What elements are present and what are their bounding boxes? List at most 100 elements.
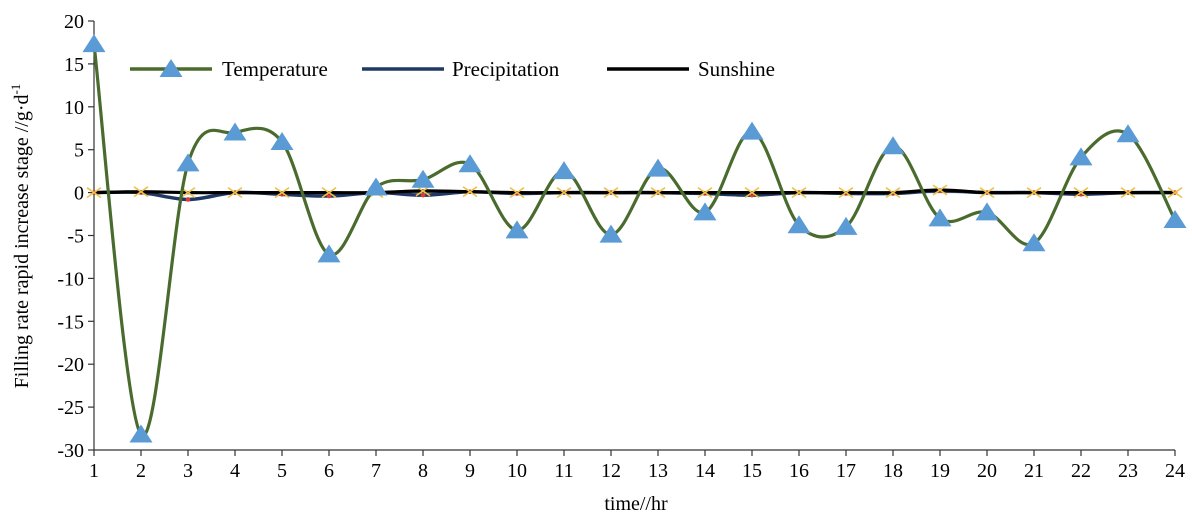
- data-point: [86, 187, 102, 199]
- data-point: [697, 187, 713, 199]
- legend-label: Sunshine: [698, 57, 775, 81]
- data-point: [979, 187, 995, 199]
- y-tick-label: 5: [74, 140, 84, 162]
- y-tick-label: -10: [57, 268, 84, 290]
- data-point: [1163, 210, 1187, 229]
- x-tick-label: 1: [89, 460, 99, 482]
- legend-item-temperature: Temperature: [130, 57, 328, 81]
- data-point: [744, 187, 760, 199]
- series-line: [92, 43, 1177, 438]
- series-line: [93, 188, 1175, 195]
- series-layer: [82, 34, 1187, 443]
- y-tick-label: 15: [64, 54, 84, 76]
- x-marker-stroke: [180, 187, 196, 199]
- y-tick-label: -25: [57, 397, 84, 419]
- legend-item-sunshine: Sunshine: [607, 57, 775, 81]
- data-point: [599, 224, 623, 243]
- x-tick-label: 23: [1118, 460, 1138, 482]
- x-marker-stroke: [603, 187, 619, 199]
- series-sunshine: [86, 184, 1183, 199]
- data-point: [693, 202, 717, 221]
- data-point: [552, 161, 576, 180]
- x-tick-label: 7: [371, 460, 381, 482]
- x-marker-stroke: [1073, 187, 1089, 199]
- data-point: [1073, 187, 1089, 199]
- x-marker-stroke: [462, 186, 478, 198]
- data-point: [420, 192, 426, 198]
- data-point: [1167, 187, 1183, 199]
- data-point: [505, 220, 529, 239]
- x-tick-label: 10: [507, 460, 527, 482]
- data-point: [1120, 187, 1136, 199]
- x-marker-stroke: [1120, 187, 1136, 199]
- y-tick-label: -5: [67, 226, 84, 248]
- x-marker-stroke: [321, 187, 337, 199]
- legend-label: Temperature: [222, 57, 328, 81]
- x-tick-label: 19: [930, 460, 950, 482]
- data-point: [1026, 187, 1042, 199]
- x-tick-label: 17: [836, 460, 856, 482]
- data-point: [928, 208, 952, 227]
- x-tick-label: 15: [742, 460, 762, 482]
- x-tick-label: 3: [183, 460, 193, 482]
- x-marker-stroke: [650, 187, 666, 199]
- legend: Temperature Precipitation Sunshine: [130, 57, 775, 81]
- y-tick-label: 0: [74, 183, 84, 205]
- x-marker-stroke: [932, 184, 948, 196]
- x-marker-stroke: [791, 187, 807, 199]
- data-point: [274, 187, 290, 199]
- x-tick-label: 13: [648, 460, 668, 482]
- x-tick-label: 18: [883, 460, 903, 482]
- data-point: [227, 187, 243, 199]
- data-point: [509, 187, 525, 199]
- y-axis-label: Filling rate rapid increase stage //g·d-…: [8, 84, 33, 389]
- data-point: [321, 187, 337, 199]
- data-point: [881, 136, 905, 155]
- data-point: [1069, 147, 1093, 166]
- x-tick-label: 6: [324, 460, 334, 482]
- data-point: [740, 121, 764, 140]
- data-point: [646, 158, 670, 177]
- data-point: [129, 424, 153, 443]
- x-marker-stroke: [556, 187, 572, 199]
- data-point: [317, 244, 341, 263]
- data-point: [1116, 124, 1140, 143]
- data-point: [364, 177, 388, 196]
- data-point: [791, 187, 807, 199]
- data-point: [270, 131, 294, 150]
- x-tick-label: 4: [230, 460, 240, 482]
- data-point: [603, 187, 619, 199]
- data-point: [411, 169, 435, 188]
- x-tick-label: 12: [601, 460, 621, 482]
- y-tick-label: 20: [64, 11, 84, 33]
- data-point: [834, 216, 858, 235]
- x-axis-label: time//hr: [604, 493, 668, 515]
- x-tick-label: 20: [977, 460, 997, 482]
- data-point: [326, 193, 332, 199]
- x-marker-stroke: [133, 186, 149, 198]
- legend-item-precipitation: Precipitation: [362, 57, 560, 81]
- y-tick-label: 10: [64, 97, 84, 119]
- legend-marker: [159, 59, 183, 77]
- y-tick-label: -15: [57, 311, 84, 333]
- data-point: [838, 187, 854, 199]
- data-point: [185, 197, 191, 202]
- data-point: [176, 153, 200, 172]
- x-tick-label: 22: [1071, 460, 1091, 482]
- x-tick-label: 21: [1024, 460, 1044, 482]
- data-point: [223, 122, 247, 141]
- data-point: [1022, 233, 1046, 252]
- data-point: [885, 187, 901, 199]
- x-marker-stroke: [979, 187, 995, 199]
- x-tick-label: 16: [789, 460, 809, 482]
- y-axis-label-superscript: -1: [8, 84, 23, 95]
- data-point: [975, 202, 999, 221]
- data-point: [787, 215, 811, 234]
- x-marker-stroke: [274, 187, 290, 199]
- data-point: [458, 154, 482, 173]
- x-tick-label: 9: [465, 460, 475, 482]
- x-marker-stroke: [885, 187, 901, 199]
- data-point: [133, 186, 149, 198]
